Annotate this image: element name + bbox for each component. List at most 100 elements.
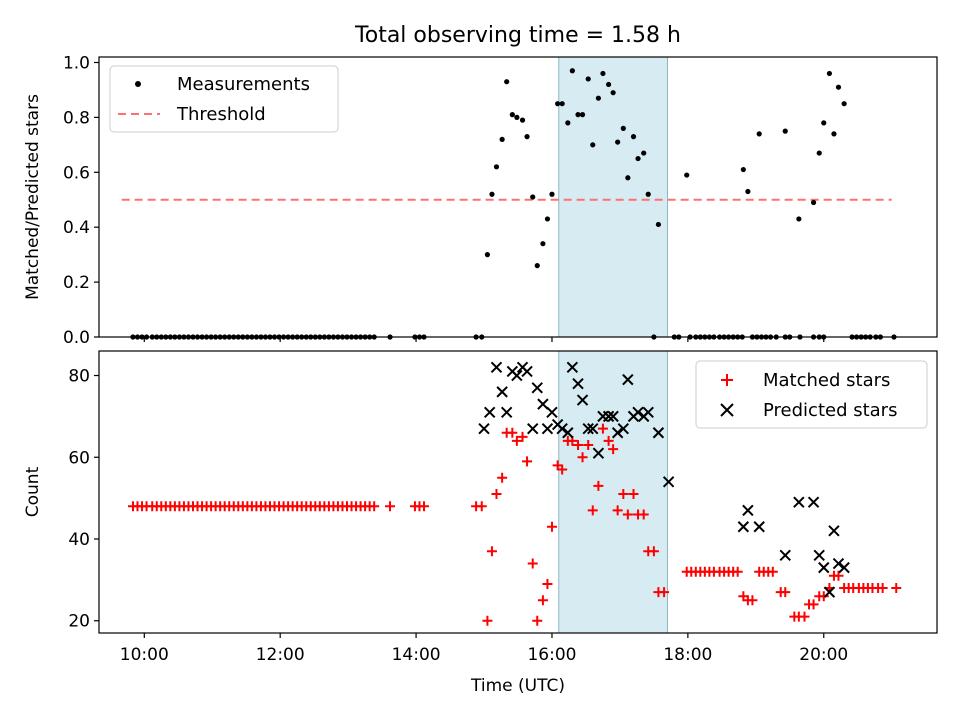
measurement-points (130, 68, 897, 340)
predicted-star-point (483, 406, 496, 419)
matched-star-point (612, 505, 623, 516)
measurement-point (585, 76, 591, 82)
predicted-star-point (607, 410, 619, 423)
measurement-point (559, 101, 565, 107)
y-tick-label: 0.2 (63, 273, 90, 293)
matched-star-point (369, 501, 380, 512)
y-tick-label: 0.6 (63, 163, 90, 183)
measurement-point (635, 155, 641, 162)
predicted-star-point (662, 476, 675, 488)
measurement-point (575, 112, 581, 118)
measurement-point (620, 125, 626, 131)
predicted-star-point (838, 561, 850, 574)
matched-star-point (385, 501, 396, 512)
measurement-point (826, 70, 833, 77)
matched-star-point (818, 591, 829, 602)
predicted-star-point (490, 361, 503, 374)
measurement-point (816, 150, 822, 156)
predicted-star-point (521, 365, 533, 378)
measurement-point (684, 172, 690, 178)
matched-star-point (482, 615, 493, 626)
matched-star-point (522, 456, 533, 467)
matched-star-point (557, 464, 568, 475)
measurement-point (835, 84, 842, 90)
matched-star-point (608, 444, 619, 455)
measurement-point (655, 221, 662, 228)
predicted-star-point (617, 422, 630, 435)
matched-star-point (537, 595, 548, 606)
matched-star-point (491, 489, 502, 500)
legend-measurements-marker (135, 81, 141, 87)
matched-star-point (573, 440, 584, 450)
matched-star-point (527, 558, 538, 569)
measurement-point (756, 131, 762, 137)
measurement-point (569, 68, 575, 74)
predicted-star-point (737, 521, 750, 533)
legend-matched-marker (721, 374, 733, 386)
measurement-point (796, 216, 802, 222)
measurement-point (831, 131, 837, 137)
top-x-axis-ticks (143, 337, 825, 342)
measurement-point (524, 134, 530, 140)
predicted-star-point (582, 422, 594, 435)
predicted-star-point (587, 422, 599, 435)
matched-star-point (808, 599, 819, 610)
predicted-star-point (541, 422, 554, 435)
measurement-point (630, 134, 637, 140)
bottom-axes-frame (98, 350, 938, 634)
matched-star-point (476, 501, 487, 512)
legend-threshold-label: Threshold (176, 104, 266, 125)
matched-star-point (419, 501, 430, 512)
predicted-star-point (531, 382, 543, 394)
measurement-point (514, 114, 520, 120)
predicted-star-point (562, 427, 574, 439)
measurement-point (484, 252, 491, 258)
matched-star-point (833, 570, 844, 581)
predicted-star-point (742, 504, 754, 517)
predicted-star-point (511, 369, 523, 382)
x-tick-label: 16:00 (527, 645, 576, 665)
bottom-legend-box (695, 360, 928, 429)
predicted-star-point (527, 422, 539, 435)
matched-star-point (780, 587, 791, 598)
top-y-axis-ticks: 0.0 0.2 0.4 0.6 0.8 1.0 (63, 53, 99, 348)
measurement-point (645, 191, 651, 197)
measurement-point (519, 117, 526, 123)
measurement-point (782, 128, 788, 134)
measurement-point (841, 101, 847, 107)
legend-predicted-marker (720, 403, 734, 417)
measurement-point (610, 90, 616, 96)
measurement-point (821, 120, 827, 126)
predicted-star-point (496, 386, 508, 398)
matched-star-point (799, 611, 810, 622)
matched-star-point (877, 583, 888, 594)
predicted-star-point (576, 394, 589, 406)
measurement-point (615, 139, 621, 145)
y-tick-label: 0.0 (63, 328, 90, 348)
measurement-point (540, 241, 546, 247)
matched-star-point (486, 546, 497, 557)
matched-star-point (747, 595, 758, 606)
y-tick-label: 40 (68, 530, 90, 550)
predicted-star-point (500, 406, 513, 419)
matched-star-point (587, 505, 598, 516)
predicted-star-point (556, 422, 568, 435)
y-tick-label: 60 (68, 448, 90, 468)
measurement-point (745, 188, 751, 195)
y-tick-label: 0.4 (63, 218, 90, 238)
bottom-x-axis-ticks: 10:00 12:00 14:00 16:00 18:00 20:00 (120, 633, 848, 665)
measurement-point (810, 199, 817, 206)
measurement-point (534, 263, 540, 269)
matched-star-point (648, 546, 659, 557)
matched-star-point (511, 435, 522, 446)
matched-star-point (638, 509, 649, 520)
top-legend: Measurements Threshold (109, 65, 339, 133)
predicted-star-point (537, 398, 549, 410)
matched-star-point (542, 578, 553, 589)
matched-star-point (622, 509, 633, 520)
legend-predicted-label: Predicted stars (763, 400, 897, 421)
measurement-point (600, 70, 606, 77)
matched-star-point (603, 435, 614, 446)
measurement-point (625, 175, 631, 181)
